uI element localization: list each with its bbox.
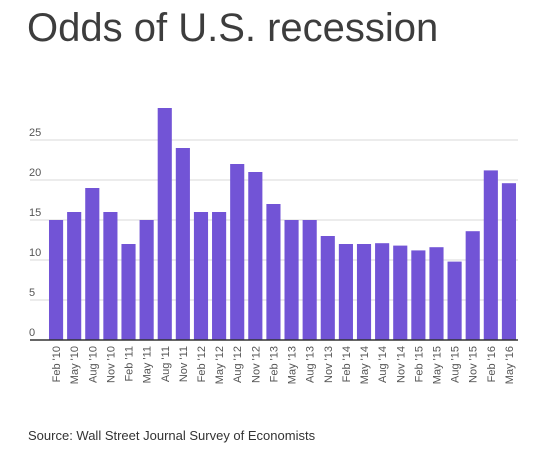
bars xyxy=(48,108,517,340)
bar xyxy=(356,244,372,340)
x-tick-label: Nov '13 xyxy=(323,346,335,383)
x-tick-label: May '16 xyxy=(504,346,516,384)
x-tick-label: Feb '12 xyxy=(196,346,208,382)
x-tick-label: Feb '11 xyxy=(124,346,136,382)
bar xyxy=(139,220,154,340)
x-tick-label: Aug '10 xyxy=(87,346,99,383)
x-tick-label: Nov '12 xyxy=(250,346,262,383)
x-tick-label: Aug '15 xyxy=(450,346,462,383)
x-tick-label: Nov '11 xyxy=(178,346,190,382)
bar xyxy=(483,170,498,340)
x-axis-ticks: Feb '10 May '10 Aug '10 Nov '10 Feb '11 May '… xyxy=(51,346,516,384)
y-tick-label: 20 xyxy=(29,167,41,179)
bar xyxy=(411,250,426,340)
x-tick-label: May '15 xyxy=(431,346,443,384)
x-tick-label: May '11 xyxy=(142,346,154,383)
bar xyxy=(375,243,390,340)
bar xyxy=(121,244,136,340)
bar xyxy=(338,244,353,340)
bar xyxy=(320,236,335,340)
y-tick-label: 0 xyxy=(29,327,35,339)
bar xyxy=(193,212,209,340)
bar xyxy=(157,108,172,340)
x-tick-label: Feb '14 xyxy=(341,346,353,382)
bar xyxy=(501,183,517,340)
x-tick-label: Aug '13 xyxy=(305,346,317,383)
x-tick-label: Feb '13 xyxy=(268,346,280,382)
bar xyxy=(429,247,444,340)
y-axis-ticks: 0 5 10 15 20 25 xyxy=(29,127,41,339)
x-tick-label: May '14 xyxy=(359,346,371,384)
bar xyxy=(284,220,299,340)
bar xyxy=(67,212,82,340)
bar xyxy=(393,245,408,340)
bar xyxy=(48,220,64,340)
x-tick-label: May '10 xyxy=(69,346,81,384)
y-tick-label: 10 xyxy=(29,247,41,259)
x-tick-label: Aug '11 xyxy=(160,346,172,382)
x-tick-label: Feb '10 xyxy=(51,346,63,382)
y-tick-label: 25 xyxy=(29,127,41,139)
x-tick-label: May '12 xyxy=(214,346,226,384)
x-tick-label: May '13 xyxy=(287,346,299,384)
x-tick-label: Aug '14 xyxy=(377,346,389,383)
bar xyxy=(266,204,281,340)
bar xyxy=(230,164,245,340)
bar xyxy=(175,148,190,340)
bar xyxy=(212,212,227,340)
x-tick-label: Aug '12 xyxy=(232,346,244,383)
x-tick-label: Feb '16 xyxy=(486,346,498,382)
bar xyxy=(447,261,462,340)
y-tick-label: 15 xyxy=(29,207,41,219)
x-tick-label: Feb '15 xyxy=(413,346,425,382)
x-tick-label: Nov '10 xyxy=(105,346,117,383)
x-tick-label: Nov '15 xyxy=(468,346,480,383)
source-note: Source: Wall Street Journal Survey of Ec… xyxy=(28,428,316,443)
bar xyxy=(465,231,480,340)
x-tick-label: Nov '14 xyxy=(395,346,407,383)
chart-title: Odds of U.S. recession xyxy=(27,6,439,50)
bar xyxy=(248,172,263,340)
bar xyxy=(103,212,118,340)
y-tick-label: 5 xyxy=(29,287,35,299)
bar xyxy=(302,220,317,340)
bar xyxy=(85,188,100,340)
